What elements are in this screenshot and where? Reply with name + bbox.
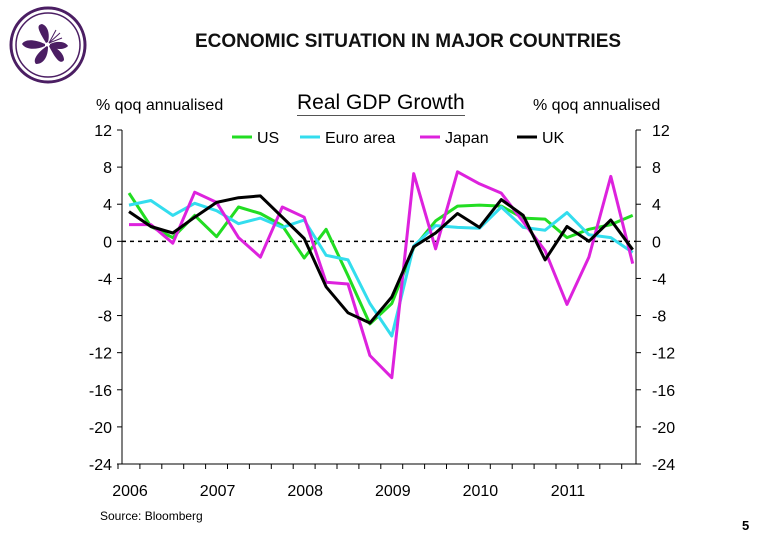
- series-line-uk: [128, 194, 634, 325]
- y-tick-label-right: -4: [652, 271, 666, 288]
- y-tick-label-left: 0: [103, 234, 112, 251]
- left-axis-label: % qoq annualised: [96, 97, 224, 114]
- legend-label: US: [257, 130, 279, 147]
- y-tick-label-right: 4: [652, 197, 661, 214]
- y-tick-label-left: -4: [98, 271, 112, 288]
- x-tick-label: 2011: [551, 483, 586, 500]
- right-axis-label: % qoq annualised: [533, 97, 661, 114]
- y-tick-label-left: -8: [98, 309, 112, 326]
- x-tick-label: 2010: [463, 483, 499, 500]
- series-line-us: [127, 192, 634, 326]
- y-tick-label-left: 4: [103, 197, 112, 214]
- legend-label: Euro area: [325, 130, 395, 147]
- x-tick-label: 2007: [200, 483, 236, 500]
- y-tick-label-right: 12: [652, 123, 670, 140]
- page-number: 5: [742, 518, 750, 533]
- legend-label: UK: [542, 130, 565, 147]
- series-line-euro-area: [128, 199, 634, 338]
- y-tick-label-left: 12: [94, 123, 112, 140]
- chart-title: Real GDP Growth: [297, 91, 465, 116]
- y-tick-label-right: -20: [652, 420, 675, 437]
- y-tick-label-right: -8: [652, 309, 666, 326]
- x-tick-label: 2008: [287, 483, 323, 500]
- y-tick-label-right: 8: [652, 160, 661, 177]
- x-tick-label: 2006: [112, 483, 148, 500]
- y-tick-label-left: -20: [89, 420, 112, 437]
- series-line-japan: [129, 170, 635, 380]
- y-tick-label-right: 0: [652, 234, 661, 251]
- y-tick-label-left: -12: [89, 346, 112, 363]
- y-tick-label-right: -12: [652, 346, 675, 363]
- legend-label: Japan: [445, 130, 489, 147]
- slide-title: ECONOMIC SITUATION IN MAJOR COUNTRIES: [194, 31, 622, 52]
- y-tick-label-right: -16: [652, 383, 675, 400]
- x-tick-label: 2009: [375, 483, 411, 500]
- y-tick-label-right: -24: [652, 457, 675, 474]
- y-tick-label-left: 8: [103, 160, 112, 177]
- y-tick-label-left: -16: [89, 383, 112, 400]
- y-tick-label-left: -24: [89, 457, 112, 474]
- source-note: Source: Bloomberg: [100, 509, 203, 523]
- logo-emblem: [9, 6, 87, 84]
